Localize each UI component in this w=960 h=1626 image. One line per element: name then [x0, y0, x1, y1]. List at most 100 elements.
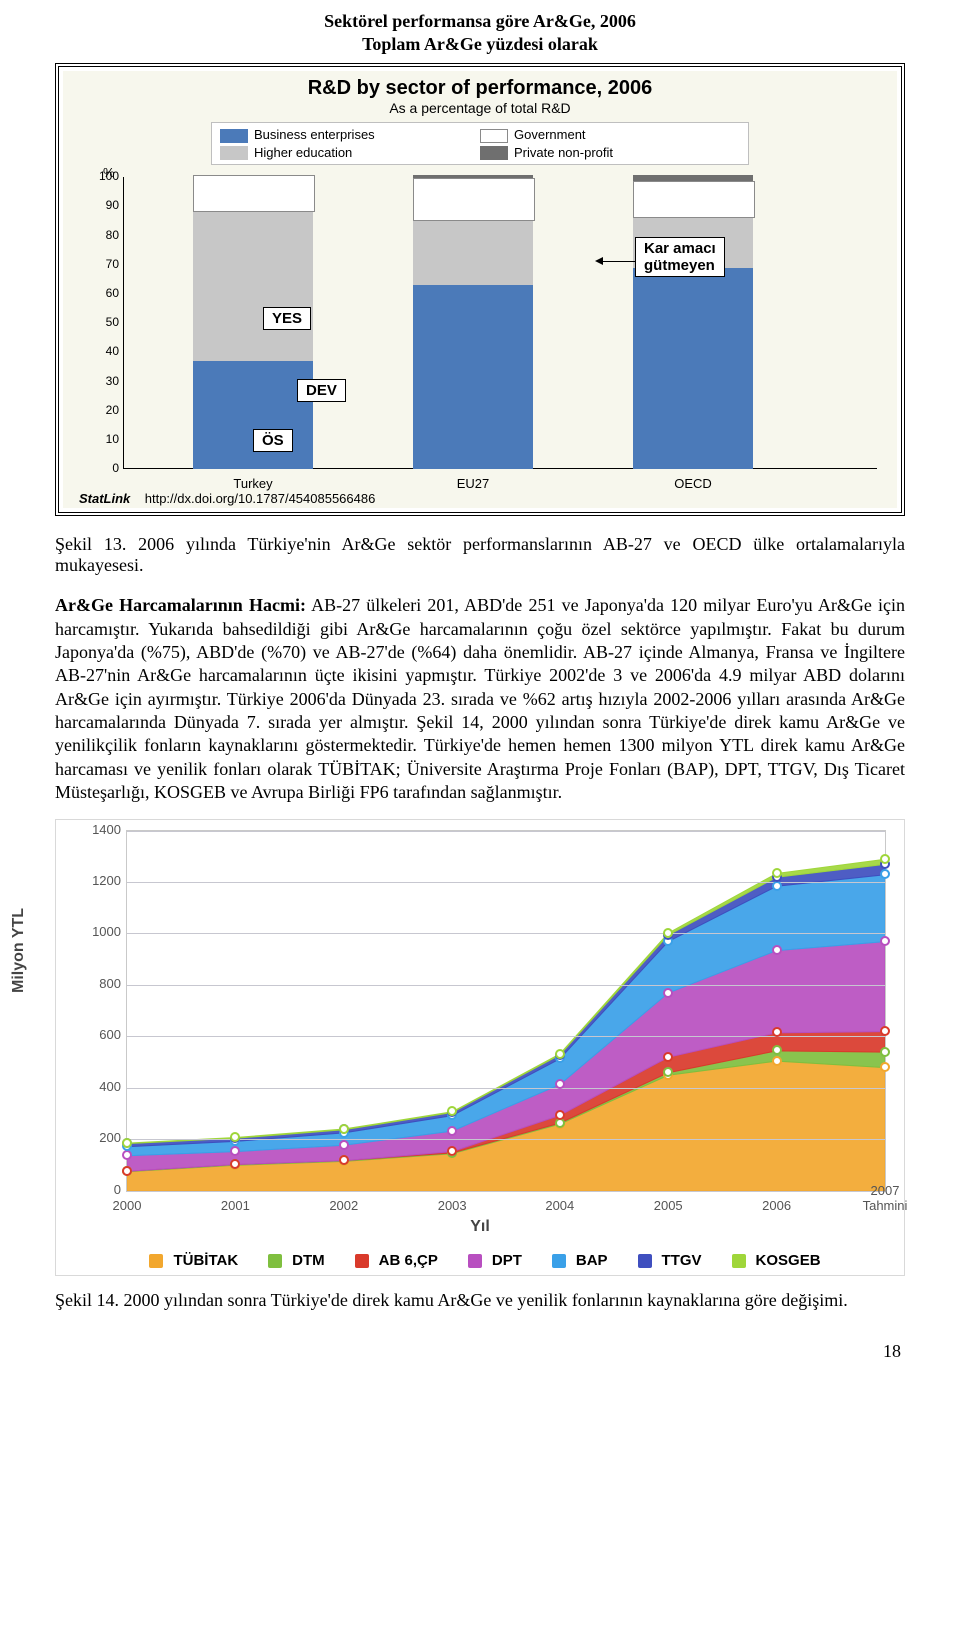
chart1-statlink: StatLink http://dx.doi.org/10.1787/45408… [73, 489, 887, 506]
chart2-marker [880, 936, 890, 946]
chart2-marker [880, 869, 890, 879]
chart1-title: R&D by sector of performance, 2006 [73, 77, 887, 100]
chart2-ytick: 600 [75, 1027, 121, 1042]
chart2-marker [447, 1126, 457, 1136]
chart2-marker [880, 1026, 890, 1036]
chart2-ytick: 1000 [75, 924, 121, 939]
chart2-ytick: 1400 [75, 822, 121, 837]
chart2-marker [122, 1138, 132, 1148]
chart2-marker [663, 988, 673, 998]
chart1-legend-item: Business enterprises [220, 127, 480, 143]
chart1-ytick: 50 [83, 315, 119, 329]
chart1-ytick: 100 [83, 169, 119, 183]
chart2-gridline [127, 1191, 885, 1192]
chart1-bar-segment-business [633, 268, 753, 469]
chart1-bar-segment-government [193, 175, 315, 212]
chart1-legend-item: Higher education [220, 145, 480, 161]
body-text: AB-27 ülkeleri 201, ABD'de 251 ve Japony… [55, 595, 905, 802]
chart1-annotation: DEV [297, 379, 346, 402]
page: Sektörel performansa göre Ar&Ge, 2006 To… [0, 0, 960, 1392]
statlink-prefix: StatLink [79, 491, 130, 506]
chart1-annotation: YES [263, 307, 311, 330]
chart1-category-label: OECD [633, 476, 753, 491]
chart2-legend-item: TÜBİTAK [139, 1252, 238, 1269]
chart2-legend: TÜBİTAKDTMAB 6,ÇPDPTBAPTTGVKOSGEB [66, 1252, 894, 1269]
chart2-xlabel: 2005 [654, 1198, 683, 1213]
chart1-inner: R&D by sector of performance, 2006 As a … [63, 71, 897, 508]
body-paragraph: Ar&Ge Harcamalarının Hacmi: AB-27 ülkele… [55, 594, 905, 805]
chart2-xlabel: 2007 Tahmini [863, 1183, 908, 1213]
chart2-marker [772, 1056, 782, 1066]
chart2-xlabel: 2006 [762, 1198, 791, 1213]
body-bold-lead: Ar&Ge Harcamalarının Hacmi: [55, 595, 306, 615]
chart1-annotation-arrowhead [595, 257, 603, 265]
chart2-xlabel: 2004 [545, 1198, 574, 1213]
page-number: 18 [55, 1341, 905, 1362]
chart1-bar-segment-higher_ed [193, 212, 313, 361]
chart1-subtitle: As a percentage of total R&D [73, 100, 887, 116]
chart2-gridline [127, 985, 885, 986]
chart1-ytick: 60 [83, 286, 119, 300]
chart2-xlabel: 2003 [438, 1198, 467, 1213]
chart1-bar-segment-business [413, 285, 533, 469]
chart2-marker [880, 854, 890, 864]
chart2-marker [555, 1110, 565, 1120]
chart2-gridline [127, 882, 885, 883]
chart1-ytick: 10 [83, 432, 119, 446]
chart1-bar [413, 175, 533, 469]
chart2-x-axis-title: Yıl [66, 1218, 894, 1236]
chart1-bar [633, 175, 753, 469]
chart2-y-axis-title: Milyon YTL [10, 908, 28, 993]
chart2-marker [772, 945, 782, 955]
header-line-1: Sektörel performansa göre Ar&Ge, 2006 [55, 10, 905, 33]
chart2-xlabel: 2000 [113, 1198, 142, 1213]
figure14-caption: Şekil 14. 2000 yılından sonra Türkiye'de… [55, 1290, 905, 1311]
chart2-legend-item: DTM [258, 1252, 325, 1269]
chart2-plot: 0200400600800100012001400200020012002200… [126, 830, 886, 1192]
header-line-2: Toplam Ar&Ge yüzdesi olarak [55, 33, 905, 56]
chart1-annotation: Kar amacı gütmeyen [635, 237, 725, 277]
chart2-legend-item: TTGV [628, 1252, 702, 1269]
chart1-legend-item: Government [480, 127, 740, 143]
chart2-legend-item: KOSGEB [722, 1252, 821, 1269]
chart1-annotation: ÖS [253, 429, 293, 452]
chart1-bar-segment-higher_ed [413, 221, 533, 285]
chart2-gridline [127, 1088, 885, 1089]
chart2-ytick: 200 [75, 1130, 121, 1145]
chart2-gridline [127, 933, 885, 934]
chart1-legend-item: Private non-profit [480, 145, 740, 161]
chart1-y-axis [123, 177, 124, 469]
chart2-gridline [127, 1139, 885, 1140]
chart2-ytick: 400 [75, 1079, 121, 1094]
chart1-ytick: 70 [83, 257, 119, 271]
chart1-category-label: Turkey [193, 476, 313, 491]
chart1-bar-segment-government [413, 178, 535, 221]
chart1-legend: Business enterprisesGovernmentHigher edu… [211, 122, 749, 165]
chart2-xlabel: 2002 [329, 1198, 358, 1213]
chart2-marker [880, 1062, 890, 1072]
chart2-ytick: 0 [75, 1182, 121, 1197]
chart1-bar-segment-government [633, 181, 755, 218]
chart2-marker [339, 1140, 349, 1150]
chart2-ytick: 800 [75, 976, 121, 991]
chart1-ytick: 30 [83, 374, 119, 388]
figure13-caption: Şekil 13. 2006 yılında Türkiye'nin Ar&Ge… [55, 534, 905, 576]
chart2-marker [772, 868, 782, 878]
chart1-annotation-arrow [601, 261, 635, 262]
chart2-panel: Milyon YTL 02004006008001000120014002000… [55, 819, 905, 1276]
chart2-marker [880, 1047, 890, 1057]
chart2-legend-item: AB 6,ÇP [345, 1252, 438, 1269]
chart1-ytick: 40 [83, 344, 119, 358]
chart1-ytick: 0 [83, 461, 119, 475]
chart2-marker [555, 1049, 565, 1059]
chart1-ytick: 90 [83, 198, 119, 212]
chart2-marker [663, 928, 673, 938]
chart1-bar-segment-business [193, 361, 313, 469]
statlink-url: http://dx.doi.org/10.1787/454085566486 [145, 491, 376, 506]
chart1-panel: R&D by sector of performance, 2006 As a … [55, 63, 905, 516]
chart2-xlabel: 2001 [221, 1198, 250, 1213]
chart2-marker [555, 1079, 565, 1089]
page-header: Sektörel performansa göre Ar&Ge, 2006 To… [55, 10, 905, 55]
chart2-ytick: 1200 [75, 873, 121, 888]
chart2-gridline [127, 1036, 885, 1037]
